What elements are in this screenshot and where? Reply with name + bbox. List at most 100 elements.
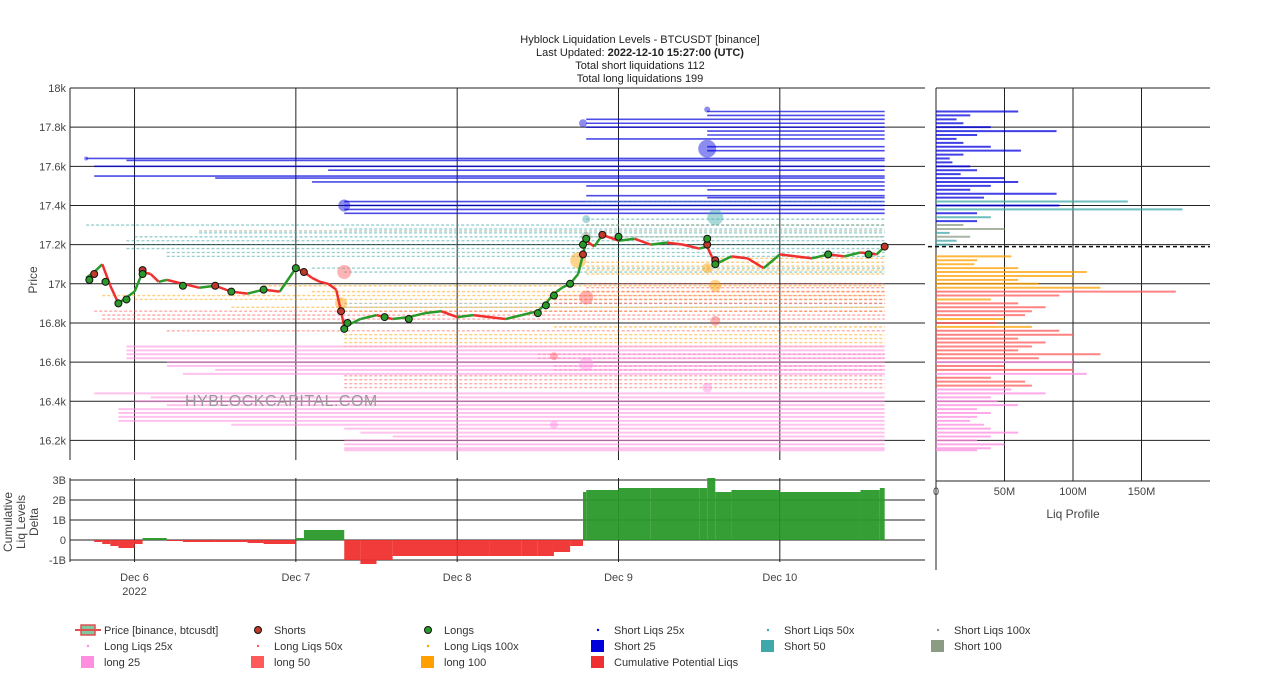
long-marker xyxy=(227,287,236,296)
legend-item[interactable]: Price [binance, btcusdt] xyxy=(75,624,218,637)
price-segment xyxy=(746,257,765,270)
legend-item[interactable]: Long Liqs 25x xyxy=(86,641,173,653)
liquidation-bubble xyxy=(702,263,713,274)
price-segment xyxy=(779,253,797,258)
legend-label: Short 25 xyxy=(614,641,656,653)
legend-item[interactable]: Short 100 xyxy=(931,640,1002,653)
liquidation-bubble xyxy=(579,119,587,128)
trade-markers xyxy=(85,230,889,333)
legend-item[interactable]: Shorts xyxy=(254,625,307,637)
long-marker xyxy=(566,279,575,288)
legend-tiny-dot xyxy=(256,644,260,648)
legend-label: Price [binance, btcusdt] xyxy=(104,625,218,637)
legend-square-swatch xyxy=(761,640,774,652)
long-marker xyxy=(259,285,268,294)
delta-bar xyxy=(650,488,700,540)
price-segment xyxy=(666,241,684,246)
price-tick-label: 17.2k xyxy=(39,240,66,252)
long-marker xyxy=(291,264,300,273)
delta-bar xyxy=(376,540,393,560)
delta-bar xyxy=(166,540,183,541)
legend-square-swatch xyxy=(591,656,604,668)
liquidation-bubble xyxy=(579,290,594,305)
price-segment xyxy=(618,237,635,242)
legend-item[interactable]: Longs xyxy=(424,625,475,637)
liq-profile-label: Liq Profile xyxy=(1046,507,1100,521)
legend-label: Short Liqs 25x xyxy=(614,625,685,637)
delta-bar xyxy=(586,490,619,540)
legend-item[interactable]: long 25 xyxy=(81,656,140,669)
long-marker xyxy=(340,324,349,333)
legend-label: Long Liqs 25x xyxy=(104,641,173,653)
short-marker xyxy=(579,250,587,259)
profile-tick-label: 100M xyxy=(1059,486,1087,498)
legend-item[interactable]: long 100 xyxy=(421,656,486,669)
price-tick-label: 16.6k xyxy=(39,357,66,369)
legend-item[interactable]: Long Liqs 50x xyxy=(256,641,343,653)
delta-bar xyxy=(215,540,248,542)
price-segment xyxy=(278,267,297,293)
price-segment xyxy=(489,315,506,321)
delta-bar xyxy=(521,540,538,556)
long-marker xyxy=(579,240,587,249)
long-marker xyxy=(541,301,550,310)
price-segment xyxy=(762,253,781,270)
delta-bar xyxy=(263,540,296,544)
liquidation-bubble xyxy=(549,420,558,429)
delta-bar xyxy=(860,490,880,540)
price-segment xyxy=(473,313,490,319)
legend-label: Longs xyxy=(444,625,474,637)
price-segment xyxy=(311,276,321,283)
price-segment xyxy=(440,310,458,319)
legend-item[interactable]: Short 25 xyxy=(591,640,656,653)
legend-label: Cumulative Potential Liqs xyxy=(614,657,739,669)
price-segment xyxy=(351,317,361,325)
price-tick-label: 16.8k xyxy=(39,318,66,330)
liquidation-bubble xyxy=(710,315,721,326)
delta-axis-label-line: Delta xyxy=(27,508,41,536)
legend-label: Shorts xyxy=(274,625,306,637)
profile-tick-label: 150M xyxy=(1128,486,1156,498)
price-tick-label: 16.4k xyxy=(39,396,66,408)
total-short-liquidations: Total short liquidations 112 xyxy=(575,60,704,72)
legend-tiny-dot xyxy=(86,644,90,648)
legend-item[interactable]: Short Liqs 25x xyxy=(596,625,685,637)
delta-bar xyxy=(134,540,143,544)
date-tick-label: Dec 6 xyxy=(120,572,149,584)
legend-item[interactable]: Short 50 xyxy=(761,640,826,653)
year-tick-label: 2022 xyxy=(122,586,146,598)
price-tick-label: 17.4k xyxy=(39,200,66,212)
date-tick-label: Dec 7 xyxy=(281,572,310,584)
legend-tiny-dot xyxy=(426,644,430,648)
long-marker xyxy=(549,291,558,300)
date-tick-label: Dec 9 xyxy=(604,572,633,584)
cumulative-delta-area xyxy=(94,478,885,564)
short-marker xyxy=(598,230,607,239)
long-marker xyxy=(138,270,147,278)
long-marker xyxy=(85,275,94,284)
legend[interactable]: Price [binance, btcusdt] Shorts Longs Short… xyxy=(75,624,1031,669)
date-tick-label: Dec 10 xyxy=(762,572,797,584)
liquidation-bubble xyxy=(338,199,351,212)
delta-bar xyxy=(102,540,111,544)
price-axis-label: Price xyxy=(26,266,40,294)
legend-item[interactable]: long 50 xyxy=(251,656,310,669)
delta-bar xyxy=(457,540,490,556)
updated-label: Last Updated: xyxy=(536,47,608,59)
long-marker xyxy=(101,277,110,286)
legend-item[interactable]: Long Liqs 100x xyxy=(426,641,519,653)
legend-item[interactable]: Cumulative Potential Liqs xyxy=(591,656,739,669)
legend-item[interactable]: Short Liqs 100x xyxy=(936,625,1031,637)
delta-bar xyxy=(707,478,716,540)
delta-bar xyxy=(583,492,587,540)
legend-tiny-dot xyxy=(766,628,770,632)
legend-tiny-dot xyxy=(936,628,940,632)
long-marker xyxy=(614,232,623,241)
delta-bar xyxy=(570,540,583,546)
price-axis-ticks: 16.2k 16.4k 16.6k 16.8k 17k 17.2k 17.4k 17.6k 17… xyxy=(39,83,66,447)
price-segment xyxy=(149,273,160,283)
legend-label: Short 100 xyxy=(954,641,1002,653)
liquidation-bubble xyxy=(579,357,594,372)
legend-item[interactable]: Short Liqs 50x xyxy=(766,625,855,637)
